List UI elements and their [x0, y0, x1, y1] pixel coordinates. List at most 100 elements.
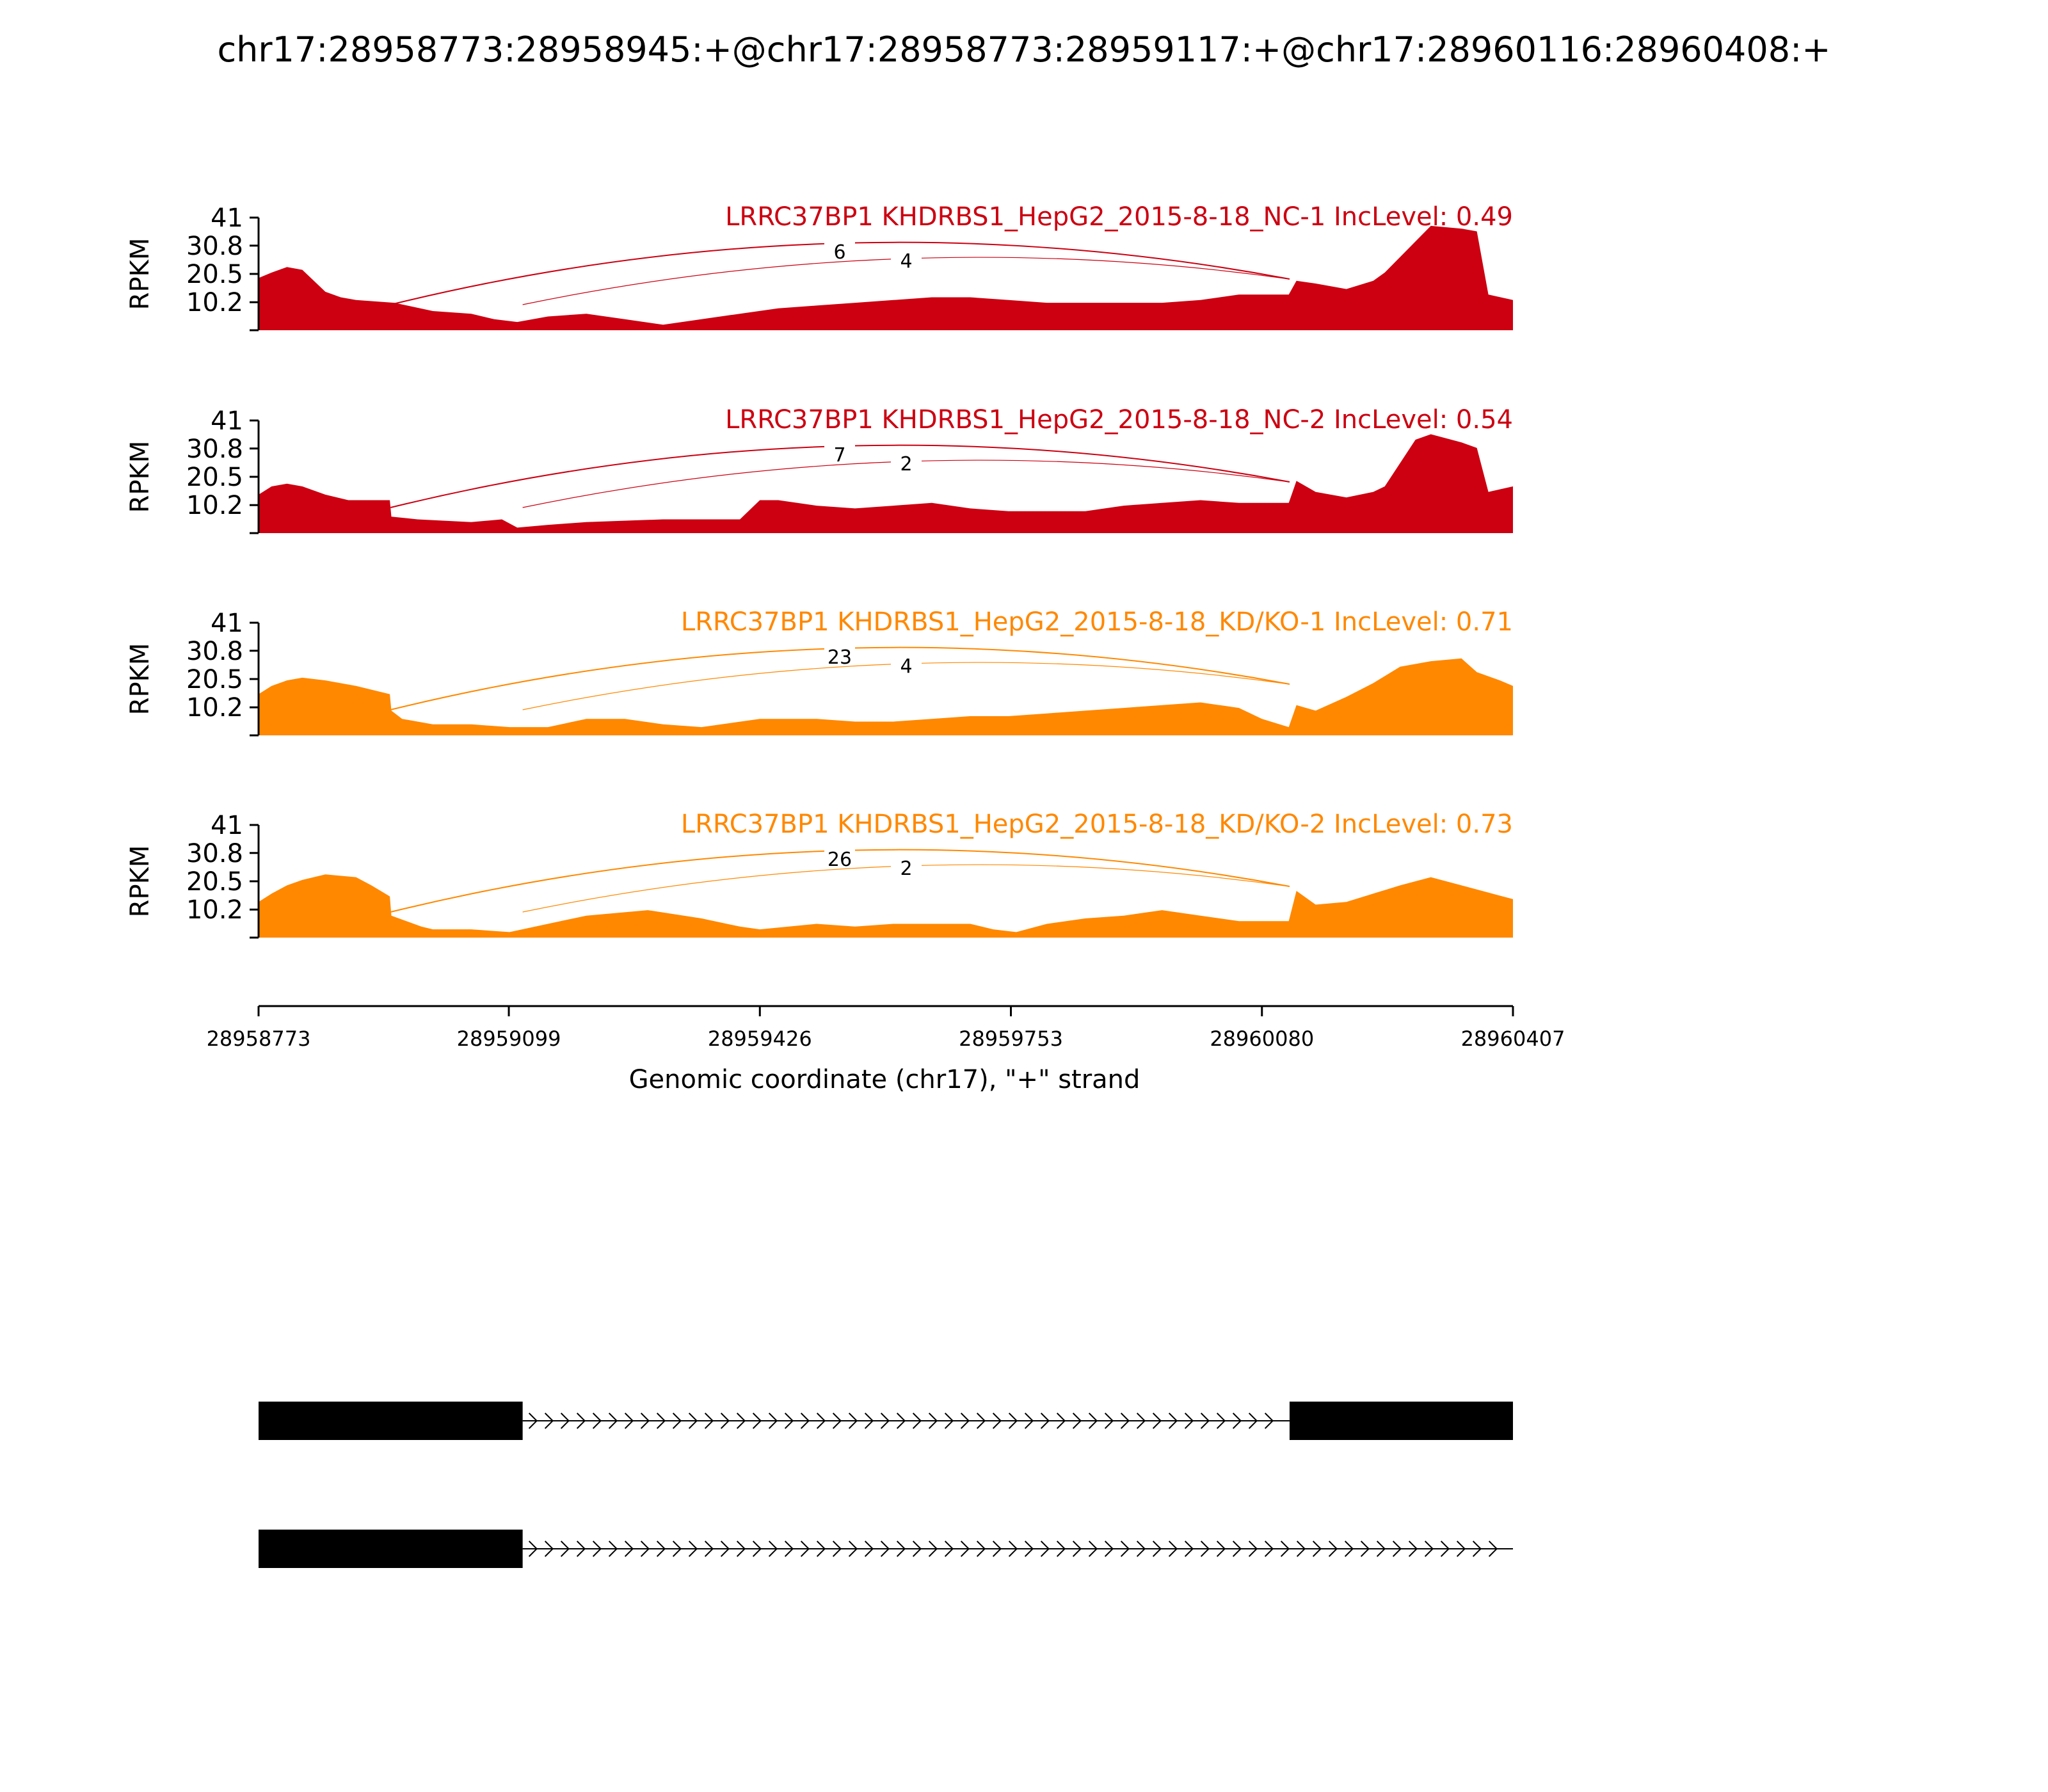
y-tick-label: 41 — [211, 204, 243, 233]
strand-arrow — [800, 1540, 810, 1557]
strand-arrow — [928, 1412, 938, 1429]
track-4: 26 2 10.220.530.841 RPKM LRRC37BP1 KHDRBS1_H… — [125, 810, 1513, 939]
coverage-area — [259, 874, 1513, 938]
strand-arrow — [784, 1412, 794, 1429]
strand-arrow — [992, 1540, 1002, 1557]
strand-arrow — [1376, 1540, 1386, 1557]
y-tick-label: 10.2 — [186, 895, 243, 925]
strand-arrow — [1296, 1540, 1306, 1557]
y-tick-label: 30.8 — [186, 435, 243, 464]
track-label: LRRC37BP1 KHDRBS1_HepG2_2015-8-18_NC-1 I… — [725, 202, 1513, 232]
strand-arrow — [1104, 1412, 1114, 1429]
junction-label-bg — [824, 646, 855, 669]
strand-arrow — [1056, 1412, 1066, 1429]
junction-label-bg — [891, 452, 922, 476]
x-tick-label: 28959426 — [708, 1027, 812, 1051]
strand-arrow — [784, 1540, 794, 1557]
strand-arrow — [1216, 1540, 1226, 1557]
junction-label-bg — [891, 857, 922, 880]
strand-arrow — [592, 1540, 602, 1557]
exon-block — [1289, 1402, 1513, 1440]
strand-arrow — [1440, 1540, 1450, 1557]
strand-arrow — [528, 1412, 538, 1429]
x-tick-label: 28959099 — [457, 1027, 561, 1051]
y-tick-label: 10.2 — [186, 288, 243, 317]
strand-arrow — [1072, 1540, 1082, 1557]
track-label: LRRC37BP1 KHDRBS1_HepG2_2015-8-18_KD/KO-… — [681, 607, 1513, 637]
strand-arrow — [1344, 1540, 1354, 1557]
strand-arrow — [640, 1412, 650, 1429]
strand-arrow — [672, 1540, 682, 1557]
y-tick-label: 10.2 — [186, 693, 243, 723]
junction-label-bg — [824, 241, 855, 264]
track-1: 6 4 10.220.530.841 RPKM LRRC37BP1 KHDRBS1_He… — [125, 202, 1513, 332]
strand-arrow — [1248, 1412, 1258, 1429]
strand-arrow — [1024, 1412, 1034, 1429]
y-tick-label: 20.5 — [186, 665, 243, 694]
strand-arrow — [1408, 1540, 1418, 1557]
strand-arrow — [528, 1540, 538, 1557]
coverage-area — [259, 225, 1513, 330]
y-tick-label: 10.2 — [186, 491, 243, 520]
strand-arrow — [848, 1412, 858, 1429]
strand-arrow — [816, 1540, 826, 1557]
exon-block — [259, 1530, 523, 1568]
gene-model-1 — [259, 1402, 1513, 1440]
strand-arrow — [1472, 1540, 1482, 1557]
coverage-area — [259, 434, 1513, 533]
strand-arrow — [560, 1412, 570, 1429]
strand-arrow — [624, 1540, 634, 1557]
strand-arrow — [1040, 1412, 1050, 1429]
strand-arrow — [720, 1540, 730, 1557]
strand-arrow — [592, 1412, 602, 1429]
strand-arrow — [1184, 1412, 1194, 1429]
strand-arrow — [720, 1412, 730, 1429]
x-tick-label: 28960080 — [1210, 1027, 1314, 1051]
y-tick-label: 30.8 — [186, 637, 243, 666]
strand-arrow — [1264, 1540, 1274, 1557]
strand-arrow — [896, 1412, 906, 1429]
strand-arrow — [688, 1412, 698, 1429]
strand-arrow — [576, 1540, 586, 1557]
strand-arrow — [1200, 1412, 1210, 1429]
x-tick-label: 28959753 — [959, 1027, 1063, 1051]
strand-arrow — [816, 1412, 826, 1429]
strand-arrow — [1024, 1540, 1034, 1557]
strand-arrow — [944, 1412, 954, 1429]
strand-arrow — [976, 1412, 986, 1429]
x-tick-label: 28960407 — [1461, 1027, 1565, 1051]
x-axis-label: Genomic coordinate (chr17), "+" strand — [629, 1065, 1140, 1094]
strand-arrow — [1312, 1540, 1322, 1557]
strand-arrow — [544, 1540, 554, 1557]
strand-arrow — [1120, 1540, 1130, 1557]
y-axis-label: RPKM — [125, 441, 155, 513]
strand-arrow — [1040, 1540, 1050, 1557]
strand-arrow — [848, 1540, 858, 1557]
x-axis: 28958773 28959099 28959426 28959753 28960080… — [207, 1005, 1565, 1051]
strand-arrow — [864, 1412, 874, 1429]
strand-arrow — [1088, 1540, 1098, 1557]
strand-arrow — [1360, 1540, 1370, 1557]
junction-count: 26 — [828, 849, 852, 871]
junction-count: 23 — [828, 646, 852, 669]
strand-arrow — [640, 1540, 650, 1557]
y-tick-label: 41 — [211, 609, 243, 638]
strand-arrow — [608, 1540, 618, 1557]
strand-arrow — [608, 1412, 618, 1429]
strand-arrow — [704, 1540, 714, 1557]
strand-arrow — [944, 1540, 954, 1557]
y-axis-label: RPKM — [125, 238, 155, 310]
figure-title: chr17:28958773:28958945:+@chr17:28958773… — [217, 29, 1830, 70]
strand-arrow — [1056, 1540, 1066, 1557]
coverage-area — [259, 658, 1513, 735]
strand-arrow — [624, 1412, 634, 1429]
track-3: 23 4 10.220.530.841 RPKM LRRC37BP1 KHDRBS1_H… — [125, 607, 1513, 737]
y-tick-label: 20.5 — [186, 867, 243, 897]
strand-arrow — [544, 1412, 554, 1429]
strand-arrow — [656, 1412, 666, 1429]
junction-count: 7 — [833, 444, 845, 467]
strand-arrow — [1424, 1540, 1434, 1557]
exon-block — [259, 1402, 523, 1440]
strand-arrow — [688, 1540, 698, 1557]
